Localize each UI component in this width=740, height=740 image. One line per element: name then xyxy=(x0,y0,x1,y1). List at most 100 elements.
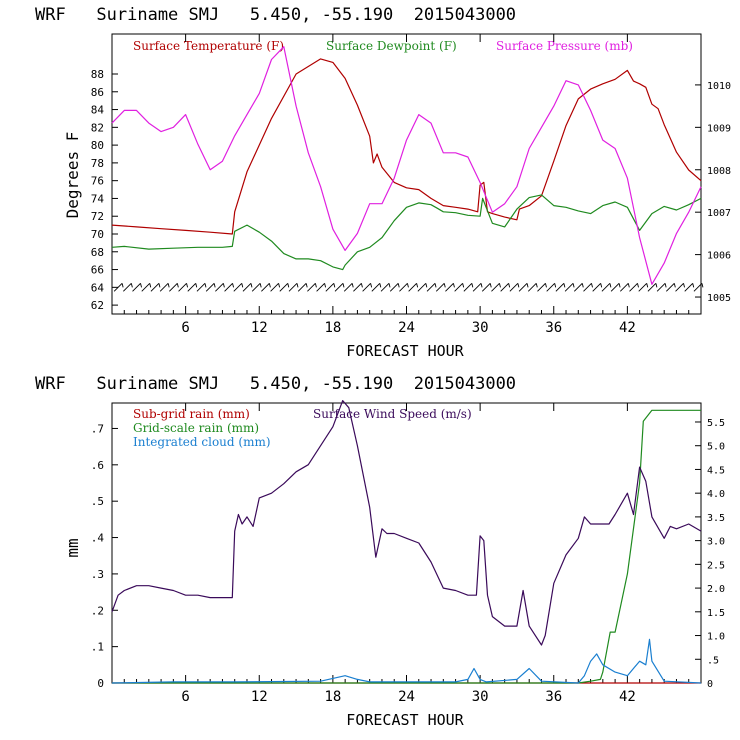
y-tick-label: 86 xyxy=(91,86,104,99)
y-tick-label: 66 xyxy=(91,264,104,277)
x-tick-label: 30 xyxy=(472,689,489,705)
wind-barb xyxy=(316,283,327,292)
y-tick-label: .6 xyxy=(91,459,104,472)
y2-tick-label: 1010 xyxy=(707,81,731,92)
wind-barb xyxy=(684,283,695,292)
wind-barb xyxy=(573,283,584,292)
top-series-group xyxy=(111,46,702,285)
wind-barb xyxy=(527,283,538,292)
series-line-surface-dewpoint-f xyxy=(111,194,702,271)
y-tick-label: .3 xyxy=(91,568,104,581)
y-tick-label: 76 xyxy=(91,175,104,188)
y-tick-label: 74 xyxy=(91,192,105,205)
wind-barb xyxy=(353,283,363,292)
wind-barb xyxy=(325,283,336,292)
y-tick-label: 88 xyxy=(91,68,104,81)
legend-surface-pressure: Surface Pressure (mb) xyxy=(496,39,633,53)
x-tick-label: 24 xyxy=(398,689,415,705)
y2-tick-label: 1.0 xyxy=(707,632,725,643)
y2-tick-label: 1007 xyxy=(707,208,731,219)
y2-tick-label: 2.5 xyxy=(707,560,725,571)
y2-tick-label: 1005 xyxy=(707,293,731,304)
wind-barb xyxy=(159,283,170,292)
wind-barb xyxy=(178,283,188,292)
wind-barb xyxy=(693,283,704,292)
x-tick-label: 12 xyxy=(251,320,268,336)
y-tick-label: 82 xyxy=(91,121,104,134)
y-tick-label: 62 xyxy=(91,299,104,312)
wind-barb xyxy=(491,283,501,292)
wind-barb xyxy=(389,283,400,292)
wind-barb xyxy=(583,283,593,292)
bottom-chart-title: WRF Suriname SMJ 5.450, -55.190 20150430… xyxy=(35,374,516,394)
wind-barb xyxy=(435,283,446,292)
legend-surface-wind-speed: Surface Wind Speed (m/s) xyxy=(313,407,472,421)
wind-barb xyxy=(601,283,612,292)
wind-barb xyxy=(132,283,142,292)
x-tick-label: 12 xyxy=(251,689,268,705)
wind-barb xyxy=(638,283,649,292)
x-tick-label: 42 xyxy=(619,320,636,336)
wind-barb xyxy=(215,283,225,292)
wind-barb xyxy=(371,283,382,292)
wind-barb xyxy=(307,283,317,292)
wind-barb xyxy=(445,283,455,292)
wind-barb xyxy=(546,283,557,292)
y2-tick-label: 2.0 xyxy=(707,584,725,595)
y-tick-label: 68 xyxy=(91,246,104,259)
wind-barb xyxy=(610,283,621,292)
wind-barb xyxy=(472,283,483,292)
y-tick-label: .1 xyxy=(91,641,104,654)
wind-barb xyxy=(509,283,520,292)
wind-barb xyxy=(334,283,345,292)
y-tick-label: .5 xyxy=(91,495,104,508)
wind-barb xyxy=(426,283,437,292)
wind-barb xyxy=(463,283,474,292)
svg-text:Surface Temperature (F): Surface Temperature (F) Surface Dewpoint… xyxy=(133,39,633,53)
wind-barb xyxy=(500,283,511,292)
x-tick-label: 6 xyxy=(181,689,189,705)
wind-barb xyxy=(537,283,547,292)
wind-barb xyxy=(141,283,152,292)
wind-barb xyxy=(629,283,639,292)
bottom-series-group xyxy=(111,400,702,684)
wind-barb xyxy=(675,283,685,292)
wind-barb xyxy=(288,283,299,292)
wind-barb xyxy=(196,283,207,292)
y2-tick-label: 0 xyxy=(707,679,713,690)
wind-barb xyxy=(380,283,391,292)
wind-barb xyxy=(150,283,161,292)
legend-surface-dewpoint: Surface Dewpoint (F) xyxy=(326,39,457,53)
legend-integrated-cloud: Integrated cloud (mm) xyxy=(133,435,271,449)
series-line-surface-pressure-mb xyxy=(111,46,702,285)
wind-barb xyxy=(666,283,676,292)
y-tick-label: 64 xyxy=(91,281,105,294)
x-tick-label: 18 xyxy=(324,689,341,705)
top-y-axis-label: Degrees F xyxy=(63,132,82,219)
y2-tick-label: 3.0 xyxy=(707,537,725,548)
wind-barb xyxy=(592,283,603,292)
y2-tick-label: 1009 xyxy=(707,123,731,134)
y-tick-label: 84 xyxy=(91,104,105,117)
x-tick-label: 42 xyxy=(619,689,636,705)
top-chart-title: WRF Suriname SMJ 5.450, -55.190 20150430… xyxy=(35,5,516,25)
wind-barb xyxy=(242,283,253,292)
wind-barb xyxy=(297,283,308,292)
y-tick-label: 0 xyxy=(97,677,104,690)
y-tick-label: 80 xyxy=(91,139,104,152)
y2-tick-label: 4.5 xyxy=(707,465,725,476)
bottom-x-axis-label: FORECAST HOUR xyxy=(346,711,464,729)
x-tick-label: 30 xyxy=(472,320,489,336)
wind-barb xyxy=(619,283,630,292)
legend-gridscale-rain: Grid-scale rain (mm) xyxy=(133,421,259,435)
wind-barb xyxy=(113,283,124,292)
wind-barb xyxy=(564,283,575,292)
y-tick-label: .4 xyxy=(91,532,105,545)
x-tick-label: 18 xyxy=(324,320,341,336)
wind-barb xyxy=(408,283,419,292)
top-axis-ticks: 6 12 18 24 30 36 42 62 64 66 68 70 72 74 76 78 80 82 84 86 8… xyxy=(91,34,731,336)
wind-barb xyxy=(454,283,465,292)
y2-tick-label: 5.5 xyxy=(707,418,725,429)
wind-barb xyxy=(518,283,529,292)
